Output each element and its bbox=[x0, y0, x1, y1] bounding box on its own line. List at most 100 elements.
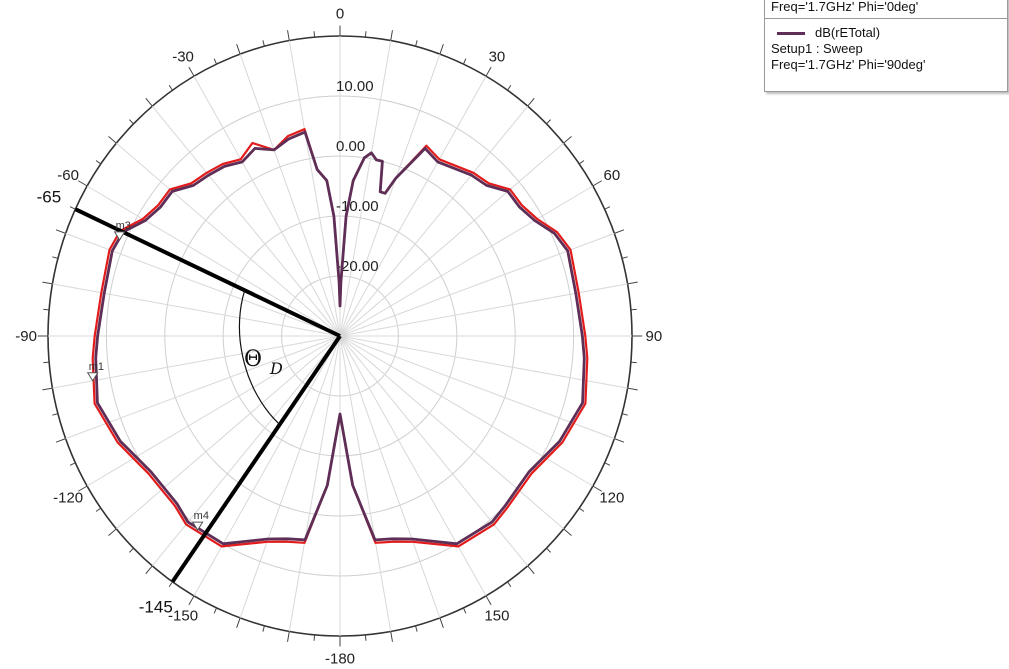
tick-mark bbox=[440, 44, 443, 54]
tick-mark bbox=[70, 207, 75, 210]
tick-mark bbox=[237, 44, 240, 54]
angle-tick-label: -90 bbox=[15, 328, 37, 345]
grid-spoke bbox=[116, 143, 340, 336]
marker-label: m4 bbox=[194, 510, 209, 522]
tick-mark bbox=[43, 362, 49, 363]
tick-mark bbox=[42, 388, 52, 390]
tick-mark bbox=[391, 30, 393, 40]
tick-mark bbox=[129, 548, 133, 552]
tick-mark bbox=[486, 596, 491, 605]
tick-mark bbox=[605, 463, 610, 466]
grid-spoke bbox=[340, 336, 528, 566]
theta-subscript: D bbox=[269, 359, 283, 378]
tick-mark bbox=[96, 508, 101, 511]
tick-mark bbox=[391, 631, 393, 641]
angle-tick-label: 120 bbox=[599, 489, 624, 506]
tick-mark bbox=[622, 414, 628, 416]
angle-tick-label: -180 bbox=[325, 651, 355, 668]
tick-mark bbox=[622, 257, 628, 259]
tick-mark bbox=[564, 136, 572, 143]
tick-mark bbox=[507, 582, 510, 587]
tick-mark bbox=[288, 631, 290, 641]
tick-mark bbox=[365, 31, 366, 37]
grid-spoke bbox=[340, 106, 528, 336]
marker-label: m1 bbox=[89, 361, 104, 373]
tick-mark bbox=[507, 85, 510, 90]
tick-mark bbox=[314, 635, 315, 641]
tick-mark bbox=[564, 529, 572, 536]
tick-mark bbox=[614, 230, 624, 234]
tick-mark bbox=[263, 40, 265, 46]
tick-mark bbox=[528, 98, 535, 106]
angle-tick-label: -30 bbox=[172, 49, 194, 66]
tick-mark bbox=[628, 282, 638, 284]
angle-tick-label: 150 bbox=[484, 607, 509, 624]
tick-mark bbox=[263, 626, 265, 632]
tick-mark bbox=[237, 618, 240, 628]
tick-mark bbox=[129, 120, 133, 124]
tick-mark bbox=[70, 463, 75, 466]
beamwidth-annotation: -65-145Θ D bbox=[37, 188, 340, 617]
tick-mark bbox=[108, 529, 116, 536]
legend-setup-line: Setup1 : Sweep bbox=[771, 41, 863, 56]
chart-legend: Freq='1.7GHz' Phi='0deg' dB(rETotal) Set… bbox=[764, 0, 1008, 92]
tick-mark bbox=[189, 67, 194, 76]
tick-mark bbox=[52, 414, 58, 416]
tick-mark bbox=[463, 59, 465, 64]
tick-mark bbox=[528, 566, 535, 574]
tick-mark bbox=[628, 388, 638, 390]
tick-mark bbox=[416, 40, 418, 46]
radial-tick-label: 0.00 bbox=[336, 138, 365, 155]
tick-mark bbox=[52, 257, 58, 259]
tick-mark bbox=[631, 309, 637, 310]
tick-mark bbox=[43, 309, 49, 310]
tick-mark bbox=[56, 230, 66, 234]
tick-mark bbox=[146, 566, 153, 574]
angle-tick-label: 60 bbox=[604, 167, 621, 184]
tick-mark bbox=[42, 282, 52, 284]
angle-tick-label: 90 bbox=[646, 328, 663, 345]
tick-mark bbox=[214, 59, 216, 64]
tick-mark bbox=[189, 596, 194, 605]
tick-mark bbox=[169, 582, 172, 587]
tick-mark bbox=[288, 30, 290, 40]
legend-separator bbox=[765, 18, 1007, 19]
tick-mark bbox=[546, 548, 550, 552]
tick-mark bbox=[365, 635, 366, 641]
legend-swatch-phi90 bbox=[777, 32, 805, 35]
beamwidth-label: -65 bbox=[37, 188, 62, 207]
legend-series-label: dB(rETotal) bbox=[815, 25, 880, 40]
tick-mark bbox=[631, 362, 637, 363]
tick-mark bbox=[579, 508, 584, 511]
tick-mark bbox=[108, 136, 116, 143]
angle-tick-label: 30 bbox=[489, 49, 506, 66]
tick-mark bbox=[579, 160, 584, 163]
tick-mark bbox=[463, 608, 465, 613]
tick-mark bbox=[593, 181, 602, 186]
tick-mark bbox=[440, 618, 443, 628]
theta-label: Θ bbox=[244, 347, 262, 372]
tick-mark bbox=[416, 626, 418, 632]
tick-mark bbox=[78, 181, 87, 186]
grid-spoke bbox=[152, 106, 340, 336]
tick-mark bbox=[486, 67, 491, 76]
tick-mark bbox=[314, 31, 315, 37]
legend-freq-line: Freq='1.7GHz' Phi='90deg' bbox=[771, 57, 925, 72]
tick-mark bbox=[96, 160, 101, 163]
tick-mark bbox=[214, 608, 216, 613]
tick-mark bbox=[614, 439, 624, 443]
grid-spoke bbox=[340, 336, 564, 529]
tick-mark bbox=[56, 439, 66, 443]
tick-mark bbox=[169, 85, 172, 90]
tick-mark bbox=[605, 207, 610, 210]
tick-mark bbox=[146, 98, 153, 106]
grid-spoke bbox=[340, 143, 564, 336]
marker-label: m3 bbox=[116, 220, 131, 232]
radial-tick-label: 10.00 bbox=[336, 78, 374, 95]
legend-entry-phi0: Freq='1.7GHz' Phi='0deg' bbox=[771, 0, 918, 14]
angle-tick-label: -120 bbox=[53, 489, 83, 506]
angle-tick-label: -60 bbox=[57, 167, 79, 184]
radial-tick-label: -10.00 bbox=[336, 198, 379, 215]
angle-tick-label: 0 bbox=[336, 6, 344, 23]
